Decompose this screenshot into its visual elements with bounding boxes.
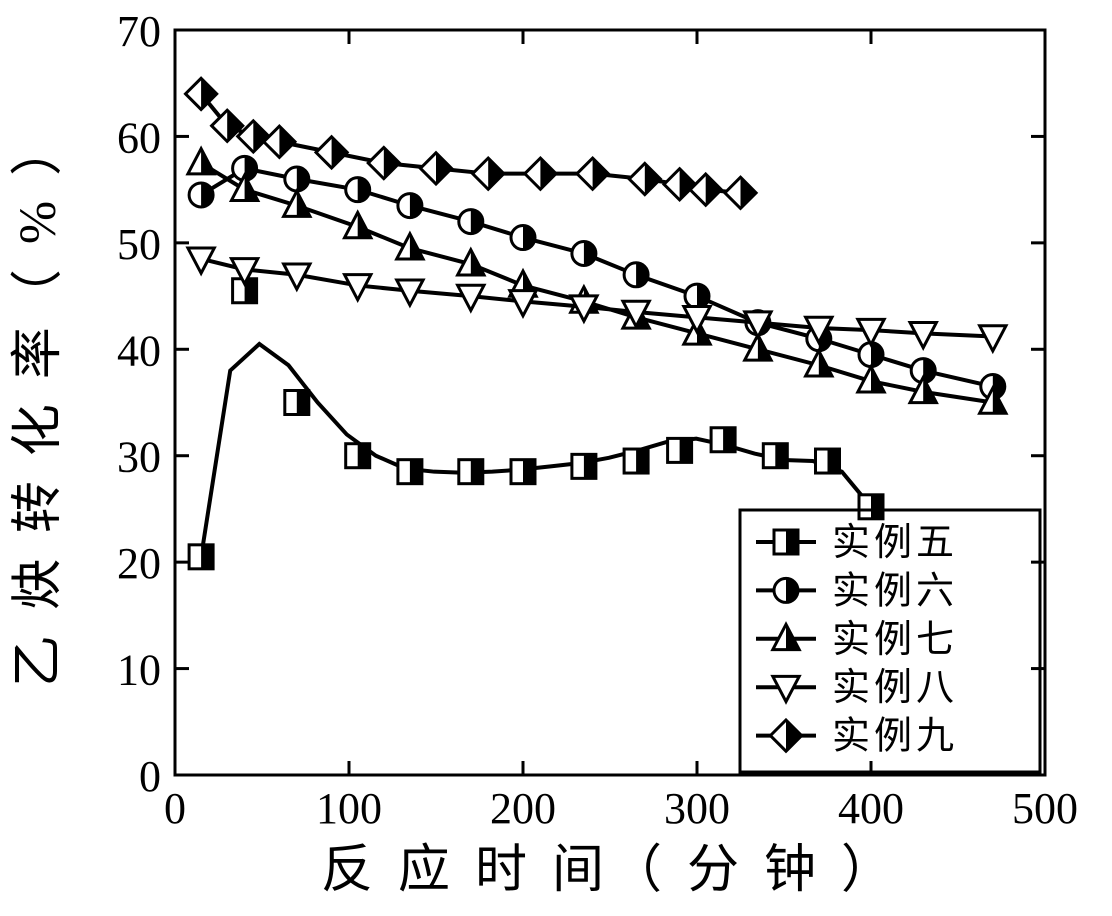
- data-marker: [577, 158, 608, 189]
- data-marker: [398, 460, 422, 484]
- series-实例七: [188, 149, 1006, 414]
- legend-item: 实例六: [756, 570, 958, 612]
- legend-label: 实例五: [832, 522, 958, 564]
- x-tick-label: 0: [164, 784, 186, 833]
- data-marker: [624, 449, 648, 473]
- data-marker: [189, 545, 213, 569]
- x-tick-label: 200: [490, 784, 556, 833]
- data-marker: [264, 126, 295, 157]
- data-marker: [398, 194, 422, 218]
- data-marker: [459, 210, 483, 234]
- legend-label: 实例七: [832, 619, 958, 661]
- x-tick-label: 100: [316, 784, 382, 833]
- legend-item: 实例九: [756, 716, 958, 758]
- data-marker: [473, 158, 504, 189]
- data-marker: [725, 177, 756, 208]
- data-marker: [231, 175, 257, 200]
- y-tick-label: 0: [139, 752, 161, 801]
- x-axis-title: 反 应 时 间（ 分 钟 ）: [321, 842, 899, 899]
- data-marker: [711, 428, 735, 452]
- data-marker: [624, 263, 648, 287]
- x-tick-label: 400: [838, 784, 904, 833]
- y-tick-label: 70: [117, 7, 161, 56]
- legend-item: 实例七: [756, 619, 958, 661]
- data-marker: [664, 169, 695, 200]
- y-tick-label: 10: [117, 646, 161, 695]
- data-marker: [346, 444, 370, 468]
- y-tick-label: 50: [117, 220, 161, 269]
- legend-item: 实例五: [756, 522, 958, 564]
- data-marker: [285, 391, 309, 415]
- data-marker: [511, 226, 535, 250]
- y-tick-label: 20: [117, 539, 161, 588]
- data-marker: [285, 167, 309, 191]
- data-marker: [629, 163, 660, 194]
- data-marker: [763, 444, 787, 468]
- y-tick-label: 30: [117, 433, 161, 482]
- data-marker: [188, 149, 214, 174]
- series-实例五: [189, 279, 883, 569]
- series-实例九: [186, 78, 757, 208]
- data-marker: [685, 284, 709, 308]
- data-marker: [572, 242, 596, 266]
- series-实例八: [188, 248, 1006, 351]
- line-chart: 0 100 200 300 400 500 反 应 时 间（ 分 钟 ） 0 10 20 30 40 5…: [0, 0, 1112, 916]
- data-marker: [316, 137, 347, 168]
- data-marker: [189, 183, 213, 207]
- x-tick-label: 300: [664, 784, 730, 833]
- legend-label: 实例九: [832, 716, 958, 758]
- y-axis-title: 乙 炔 转 化 率（ % ）: [10, 118, 67, 687]
- data-marker: [690, 174, 721, 205]
- legend-label: 实例八: [832, 667, 958, 709]
- data-marker: [420, 153, 451, 184]
- y-tick-label: 40: [117, 326, 161, 375]
- legend-label: 实例六: [832, 570, 958, 612]
- chart-container: 0 100 200 300 400 500 反 应 时 间（ 分 钟 ） 0 10 20 30 40 5…: [0, 0, 1112, 916]
- data-marker: [980, 326, 1006, 351]
- legend-item: 实例八: [756, 667, 958, 709]
- data-marker: [816, 449, 840, 473]
- x-tick-label: 500: [1012, 784, 1078, 833]
- data-marker: [572, 454, 596, 478]
- data-marker: [346, 178, 370, 202]
- data-marker: [525, 158, 556, 189]
- data-marker: [668, 438, 692, 462]
- y-tick-label: 60: [117, 113, 161, 162]
- data-marker: [511, 460, 535, 484]
- data-marker: [459, 460, 483, 484]
- data-marker: [859, 495, 883, 519]
- data-marker: [368, 147, 399, 178]
